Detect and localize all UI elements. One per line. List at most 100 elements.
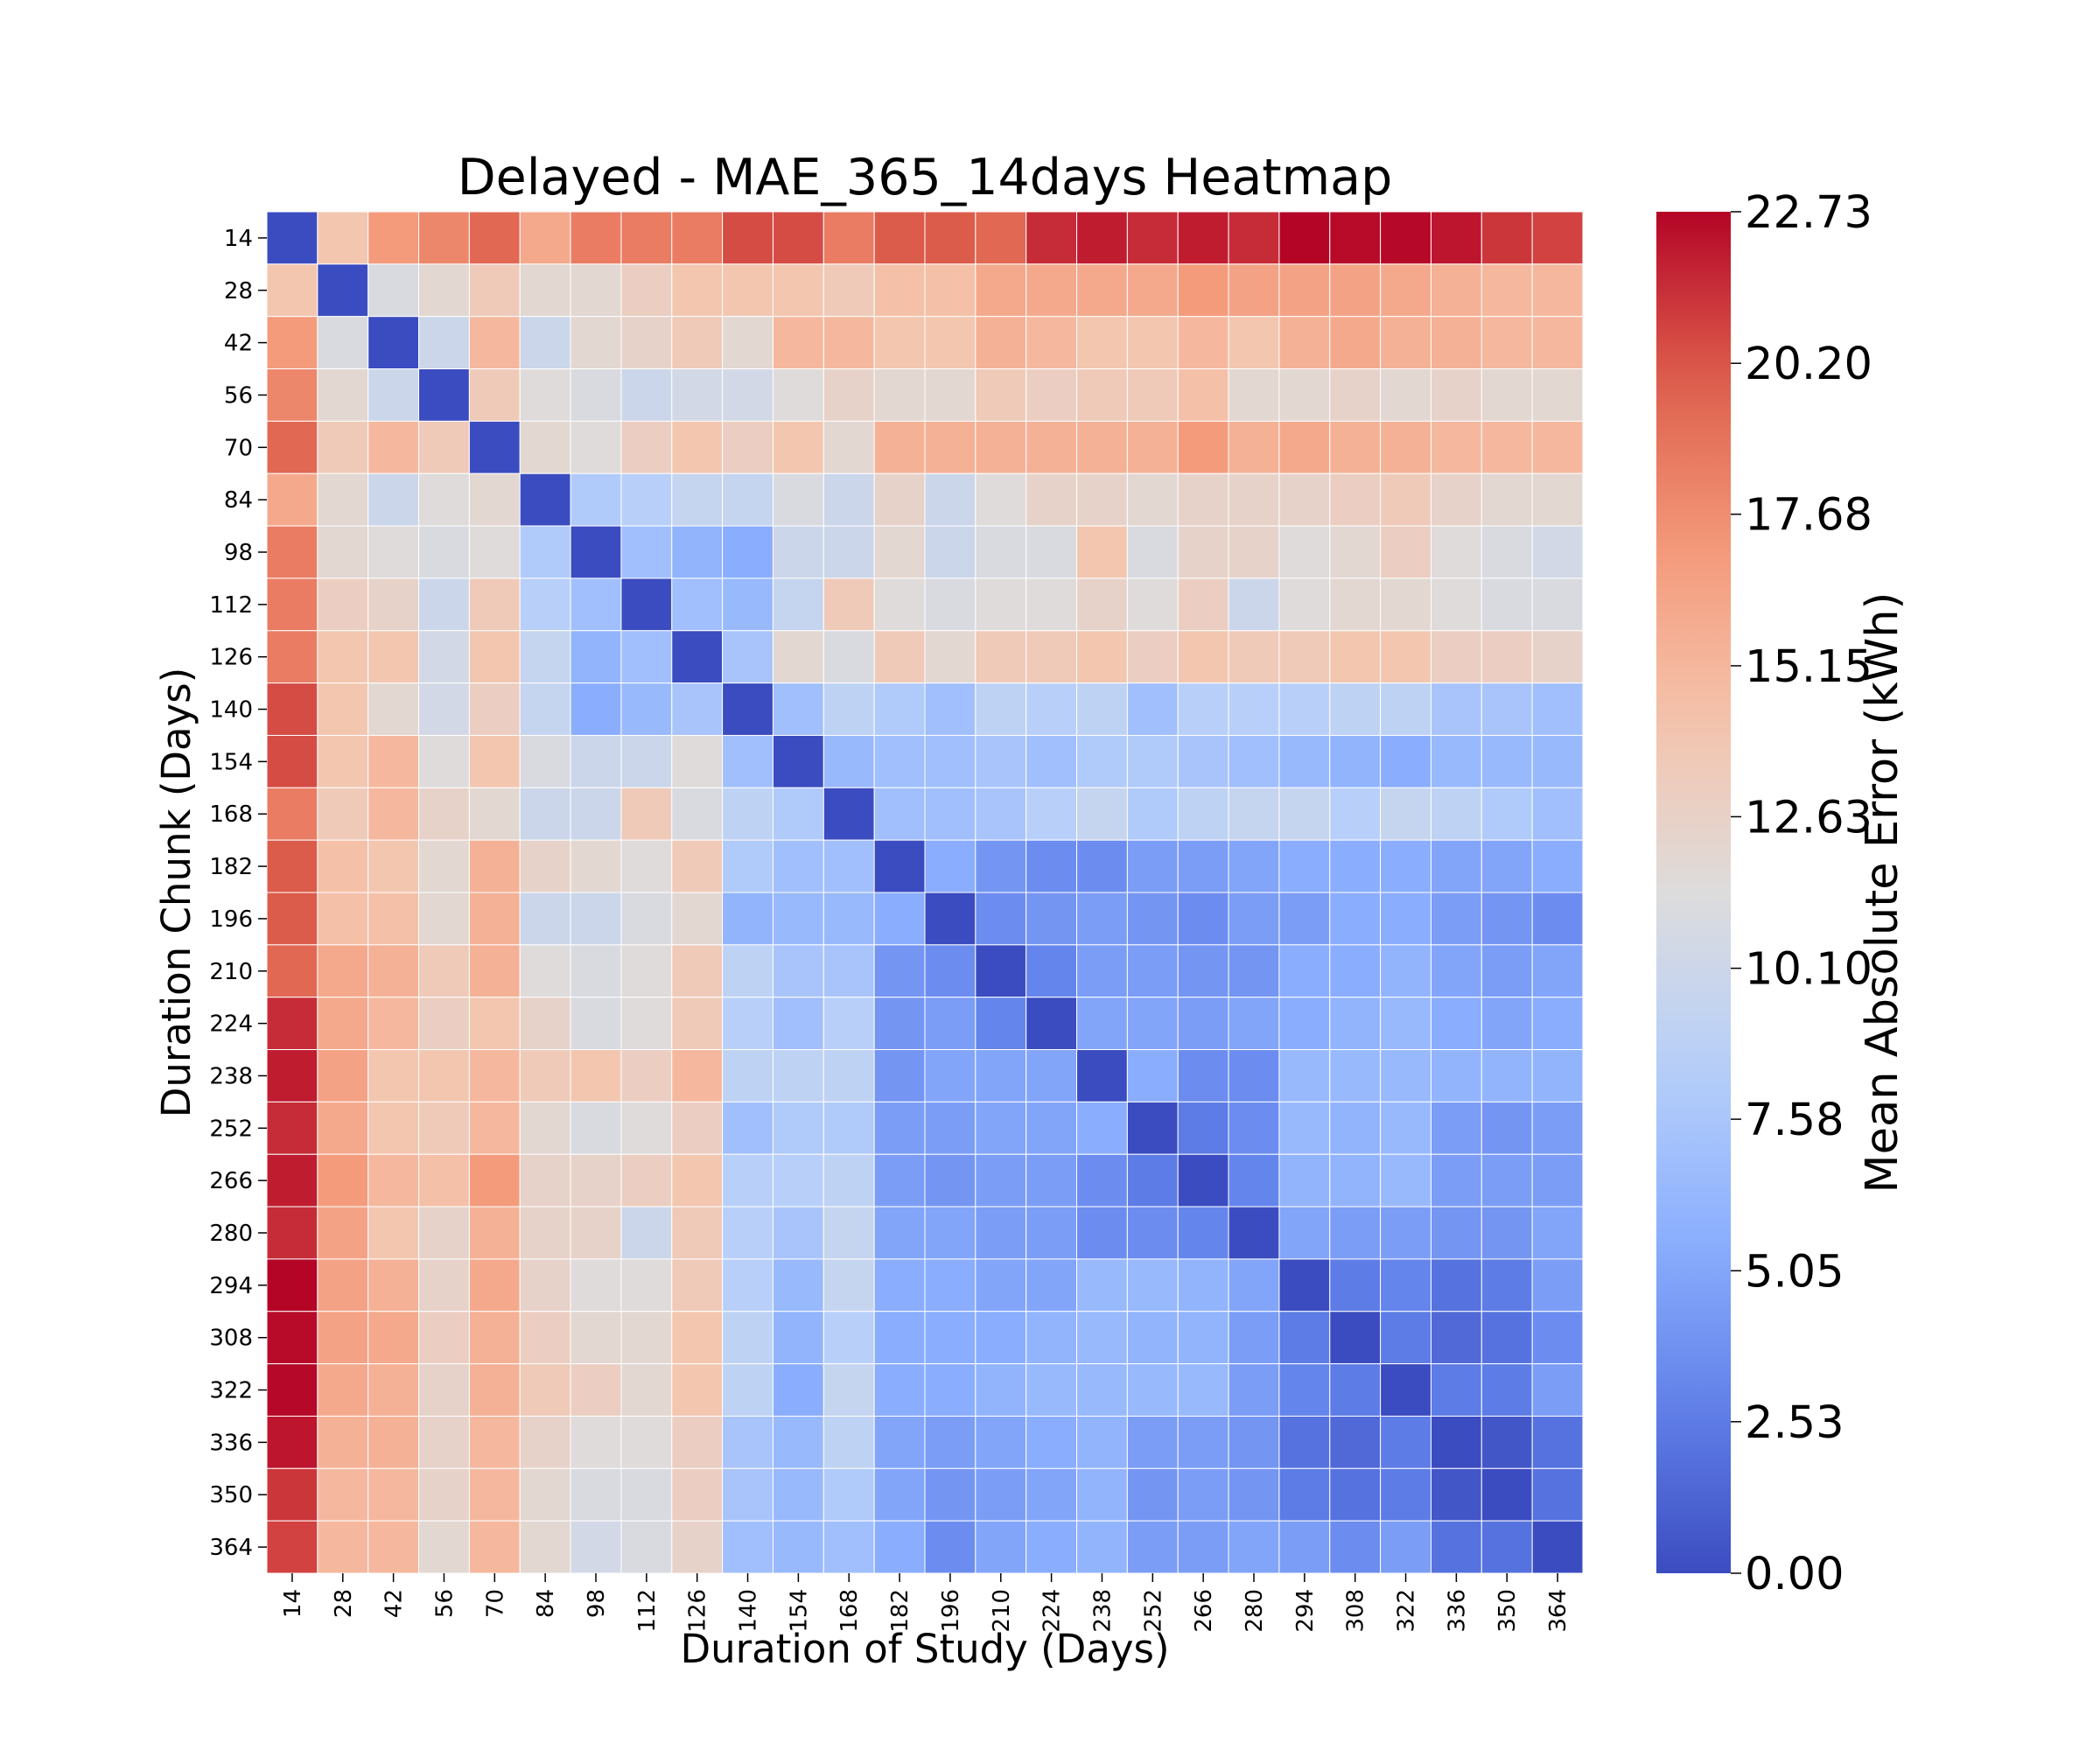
heatmap-cell-168-42 [368,787,420,841]
heatmap-cell-168-266 [1177,787,1229,841]
heatmap-cell-98-112 [620,525,673,579]
heatmap-cell-238-294 [1278,1049,1331,1102]
heatmap-cell-196-182 [873,892,926,946]
heatmap-cell-126-322 [1380,630,1432,684]
colorbar-label: Mean Absolute Error (kWh) [1857,592,1908,1194]
heatmap-cell-294-70 [468,1258,521,1312]
heatmap-cell-196-364 [1531,892,1584,946]
heatmap-cell-308-266 [1177,1311,1229,1365]
heatmap-cell-336-210 [975,1415,1027,1469]
heatmap-cell-280-70 [468,1206,521,1260]
heatmap-cell-14-210 [975,211,1027,265]
x-tick-label: 154 [786,1589,812,1633]
heatmap-cell-28-224 [1026,263,1078,318]
x-tick-label: 28 [331,1589,357,1618]
heatmap-cell-350-42 [368,1467,420,1522]
heatmap-cell-322-322 [1380,1363,1432,1417]
heatmap-cell-252-168 [822,1101,875,1155]
heatmap-cell-350-98 [570,1467,622,1522]
heatmap-cell-364-126 [671,1520,724,1574]
heatmap-cell-56-14 [266,368,318,422]
heatmap-cell-294-196 [924,1258,976,1312]
heatmap-cell-84-210 [975,472,1027,527]
heatmap-cell-322-196 [924,1363,976,1417]
heatmap-cell-210-154 [772,944,824,998]
y-tick-label: 196 [209,906,253,933]
x-tick-label: 238 [1089,1589,1116,1633]
heatmap-cell-322-224 [1026,1363,1078,1417]
heatmap-cell-56-322 [1380,368,1432,422]
heatmap-cell-210-98 [570,944,622,998]
heatmap-cell-126-364 [1531,630,1584,684]
heatmap-cell-280-224 [1026,1206,1078,1260]
y-tick-label: 350 [209,1482,253,1508]
heatmap-cell-238-224 [1026,1049,1078,1102]
heatmap-cell-14-252 [1126,211,1179,265]
heatmap-cell-28-294 [1278,263,1331,318]
heatmap-cell-350-154 [772,1467,824,1522]
heatmap-cell-308-42 [368,1311,420,1365]
y-tick-label: 14 [224,226,253,252]
heatmap-cell-364-252 [1126,1520,1179,1574]
heatmap-cell-308-112 [620,1311,673,1365]
heatmap-cell-98-224 [1026,525,1078,579]
heatmap-cell-112-140 [722,578,774,632]
heatmap-cell-364-98 [570,1520,622,1574]
heatmap-cell-70-280 [1228,420,1280,474]
heatmap-cell-98-98 [570,525,622,579]
heatmap-cell-224-112 [620,997,673,1051]
heatmap-cell-322-280 [1228,1363,1280,1417]
heatmap-cell-308-84 [519,1311,571,1365]
heatmap-cell-84-140 [722,472,774,527]
heatmap-cell-154-364 [1531,734,1584,788]
heatmap-cell-28-364 [1531,263,1584,318]
heatmap-cell-112-294 [1278,578,1331,632]
heatmap-cell-70-238 [1076,420,1128,474]
colorbar-tick-label: 2.53 [1745,1397,1844,1449]
heatmap-cell-28-350 [1480,263,1533,318]
heatmap-cell-238-182 [873,1049,926,1102]
heatmap-cell-336-42 [368,1415,420,1469]
heatmap-cell-182-28 [317,839,369,893]
heatmap-cell-238-364 [1531,1049,1584,1102]
heatmap-cell-140-70 [468,682,521,736]
heatmap-cell-126-168 [822,630,875,684]
heatmap-cell-42-126 [671,316,724,370]
heatmap-cell-140-322 [1380,682,1432,736]
heatmap-cell-56-28 [317,368,369,422]
heatmap-cell-350-126 [671,1467,724,1522]
heatmap-cell-70-140 [722,420,774,474]
heatmap-cell-70-252 [1126,420,1179,474]
heatmap-cell-84-266 [1177,472,1229,527]
x-tick-label: 252 [1140,1589,1166,1633]
heatmap-cell-140-84 [519,682,571,736]
heatmap-cell-336-126 [671,1415,724,1469]
heatmap-cell-322-70 [468,1363,521,1417]
heatmap-cell-182-350 [1480,839,1533,893]
heatmap-cell-56-112 [620,368,673,422]
heatmap-cell-336-14 [266,1415,318,1469]
heatmap-cell-336-70 [468,1415,521,1469]
heatmap-cell-294-98 [570,1258,622,1312]
heatmap-cell-224-182 [873,997,926,1051]
heatmap-cell-308-28 [317,1311,369,1365]
heatmap-cell-182-252 [1126,839,1179,893]
heatmap-cell-70-266 [1177,420,1229,474]
heatmap-cell-196-322 [1380,892,1432,946]
heatmap-cell-28-336 [1430,263,1482,318]
heatmap-cell-28-266 [1177,263,1229,318]
heatmap-cell-84-322 [1380,472,1432,527]
x-tick-label: 364 [1545,1589,1572,1633]
heatmap-cell-56-308 [1329,368,1382,422]
heatmap-cell-252-322 [1380,1101,1432,1155]
y-tick-label: 336 [209,1430,253,1456]
heatmap-cell-252-294 [1278,1101,1331,1155]
heatmap-cell-350-252 [1126,1467,1179,1522]
heatmap-cell-154-322 [1380,734,1432,788]
heatmap-cell-196-266 [1177,892,1229,946]
heatmap-cell-112-84 [519,578,571,632]
heatmap-cell-84-350 [1480,472,1533,527]
heatmap-cell-280-182 [873,1206,926,1260]
heatmap-cell-140-280 [1228,682,1280,736]
heatmap-cell-336-154 [772,1415,824,1469]
